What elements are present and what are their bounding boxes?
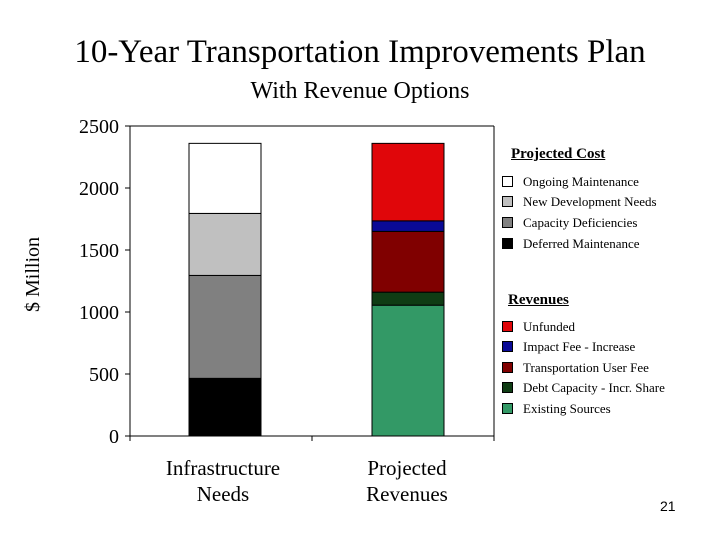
- legend-label: Transportation User Fee: [523, 360, 649, 375]
- legend-swatch-capacity-deficiencies: [502, 217, 513, 228]
- legend-label: Impact Fee - Increase: [523, 339, 636, 354]
- legend-item-deferred-maintenance: Deferred Maintenance: [502, 236, 640, 252]
- y-tick-label: 0: [109, 426, 119, 448]
- legend-label: Existing Sources: [523, 401, 611, 416]
- legend-item-capacity-deficiencies: Capacity Deficiencies: [502, 215, 637, 231]
- x-category-label: Projected Revenues: [366, 456, 448, 506]
- legend-label: Capacity Deficiencies: [523, 215, 638, 230]
- legend-title-projected-cost: Projected Cost: [511, 146, 606, 162]
- y-tick-label: 500: [89, 364, 119, 386]
- y-tick-label: 1000: [79, 302, 119, 324]
- legend-label: Ongoing Maintenance: [523, 174, 639, 189]
- legend-item-ongoing-maintenance: Ongoing Maintenance: [502, 174, 639, 190]
- legend-item-existing-sources: Existing Sources: [502, 401, 611, 417]
- legend-item-debt-capacity: Debt Capacity - Incr. Share: [502, 380, 665, 396]
- legend-item-unfunded: Unfunded: [502, 319, 575, 335]
- bar-segment-deferred-maintenance: [188, 377, 262, 437]
- legend-label: Debt Capacity - Incr. Share: [523, 380, 665, 395]
- legend-swatch-ongoing-maintenance: [502, 176, 513, 187]
- bar-segment-existing-sources: [371, 304, 445, 437]
- legend-swatch-impact-fee: [502, 341, 513, 352]
- bar-segment-capacity-deficiencies: [188, 274, 262, 379]
- bar-segment-unfunded: [371, 142, 445, 222]
- bar-segment-impact-fee-increase: [371, 220, 445, 232]
- legend-label: Deferred Maintenance: [523, 236, 640, 251]
- bar-segment-transportation-user-fee: [371, 230, 445, 293]
- legend-swatch-unfunded: [502, 321, 513, 332]
- bar-segment-ongoing-maintenance: [188, 142, 262, 214]
- x-category-label: Infrastructure Needs: [165, 456, 281, 506]
- bar-segment-debt-capacity-incr-share: [371, 291, 445, 306]
- bar-segment-new-development-needs: [188, 212, 262, 276]
- y-tick-label: 1500: [79, 240, 119, 262]
- legend-swatch-new-development-needs: [502, 196, 513, 207]
- y-tick-label: 2500: [79, 116, 119, 138]
- legend-swatch-debt-capacity: [502, 382, 513, 393]
- legend-item-new-development-needs: New Development Needs: [502, 194, 657, 210]
- legend-item-transportation-user-fee: Transportation User Fee: [502, 360, 649, 376]
- legend-label: Unfunded: [523, 319, 575, 334]
- legend-swatch-deferred-maintenance: [502, 238, 513, 249]
- legend-swatch-existing-sources: [502, 403, 513, 414]
- chart-title: 10-Year Transportation Improvements Plan: [74, 34, 646, 70]
- page-number: 21: [660, 498, 676, 514]
- legend-item-impact-fee: Impact Fee - Increase: [502, 339, 635, 355]
- legend-label: New Development Needs: [523, 194, 657, 209]
- chart-subtitle: With Revenue Options: [250, 78, 470, 104]
- y-tick-label: 2000: [79, 178, 119, 200]
- legend-title-revenues: Revenues: [508, 292, 569, 308]
- legend-swatch-transportation-user-fee: [502, 362, 513, 373]
